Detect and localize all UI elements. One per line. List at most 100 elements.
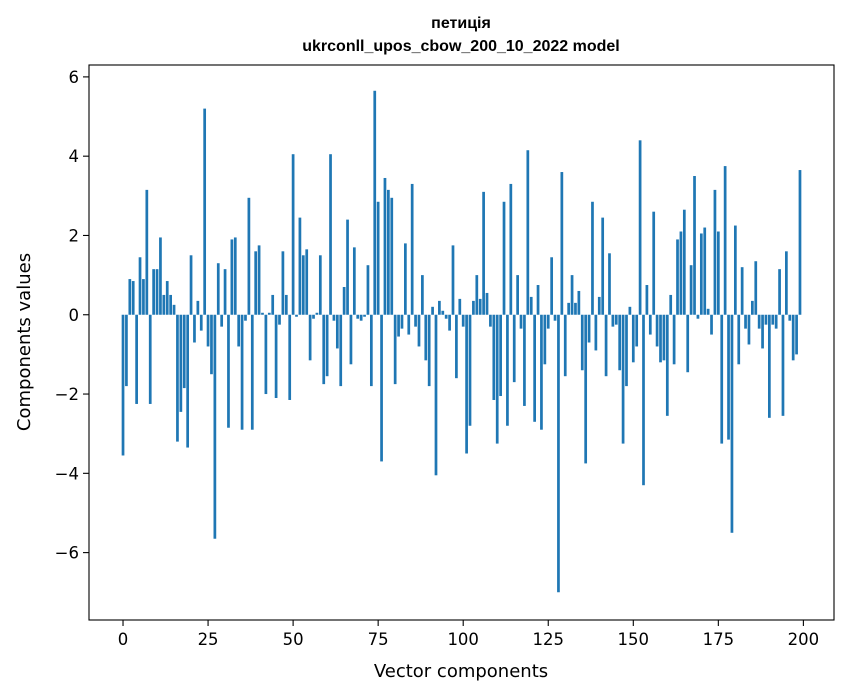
x-tick-label: 175 [703, 630, 735, 649]
bar-91 [431, 306, 434, 315]
bar-85 [410, 183, 414, 315]
bar-142 [604, 314, 608, 377]
bar-22 [196, 300, 200, 315]
bar-124 [543, 314, 547, 365]
bar-169 [696, 314, 700, 319]
bar-117 [519, 314, 523, 329]
bar-131 [567, 302, 571, 315]
bar-26 [210, 314, 213, 375]
bar-196 [788, 314, 792, 321]
bar-63 [335, 314, 339, 349]
bar-0 [121, 314, 125, 456]
bar-40 [257, 245, 261, 315]
chart-title-line-2: ukrconll_upos_cbow_200_10_2022 model [302, 38, 619, 55]
bar-76 [380, 314, 383, 462]
x-tick-label: 200 [788, 630, 820, 649]
bar-139 [594, 314, 598, 351]
bar-199 [798, 170, 802, 315]
bar-81 [397, 314, 400, 337]
bar-88 [421, 275, 424, 315]
bar-170 [699, 233, 703, 315]
bar-1 [125, 314, 128, 387]
bar-150 [631, 314, 635, 363]
bar-32 [230, 239, 234, 315]
bar-186 [754, 261, 758, 315]
bar-116 [516, 275, 519, 315]
chart-title-line-1: петиція [431, 15, 491, 32]
bar-10 [155, 269, 159, 315]
bar-112 [502, 201, 506, 315]
bar-11 [159, 237, 162, 315]
bar-126 [550, 257, 554, 315]
bar-107 [485, 292, 489, 315]
bar-33 [233, 237, 237, 315]
bar-180 [733, 225, 737, 315]
bar-60 [325, 314, 329, 377]
bar-141 [601, 217, 605, 315]
bar-151 [635, 314, 639, 347]
bar-177 [723, 166, 727, 315]
bar-133 [574, 302, 577, 315]
bar-129 [560, 172, 564, 315]
bar-197 [791, 314, 795, 361]
bar-175 [716, 231, 720, 315]
bar-9 [152, 269, 155, 315]
bar-194 [781, 314, 785, 416]
bar-64 [339, 314, 343, 387]
bar-45 [274, 314, 278, 398]
bar-149 [628, 306, 632, 315]
bar-18 [182, 314, 186, 389]
bar-90 [427, 314, 431, 387]
bar-27 [213, 314, 217, 539]
bar-145 [614, 314, 618, 325]
bar-106 [482, 191, 485, 315]
bar-46 [278, 314, 281, 325]
bar-98 [455, 314, 458, 379]
bar-97 [451, 245, 455, 315]
bar-115 [512, 314, 516, 383]
bar-160 [665, 314, 669, 416]
bar-12 [162, 294, 166, 315]
bar-156 [652, 211, 656, 315]
bar-94 [441, 310, 445, 315]
bar-162 [672, 314, 676, 365]
x-tick-label: 75 [368, 630, 389, 649]
bar-165 [682, 209, 686, 315]
bar-137 [587, 314, 591, 343]
bar-28 [216, 263, 220, 315]
bar-134 [577, 290, 581, 315]
bar-87 [417, 314, 421, 347]
bar-122 [536, 285, 540, 315]
bar-195 [785, 251, 788, 315]
bar-135 [580, 314, 584, 371]
bar-185 [751, 300, 754, 315]
bar-48 [284, 294, 288, 315]
bars-group [121, 90, 802, 593]
bar-35 [240, 314, 244, 430]
bar-109 [492, 314, 496, 400]
bar-31 [227, 314, 230, 428]
bar-23 [199, 314, 203, 331]
bar-53 [301, 255, 305, 315]
bar-143 [608, 253, 611, 315]
x-tick-label: 150 [618, 630, 650, 649]
bar-25 [206, 314, 210, 347]
bar-111 [499, 314, 502, 397]
bar-20 [189, 255, 193, 315]
bar-2 [128, 279, 132, 315]
bar-140 [597, 296, 601, 315]
bar-147 [621, 314, 625, 444]
bar-101 [465, 314, 468, 454]
bar-184 [747, 314, 751, 345]
bar-182 [740, 267, 744, 315]
bar-59 [322, 314, 326, 385]
x-tick-label: 0 [118, 630, 129, 649]
bar-3 [131, 281, 135, 315]
bar-158 [659, 314, 662, 363]
bar-100 [461, 314, 465, 327]
y-axis-label: Components values [14, 253, 35, 431]
bar-57 [315, 312, 319, 315]
bar-8 [148, 314, 152, 404]
bar-93 [438, 300, 441, 315]
bar-19 [186, 314, 190, 448]
